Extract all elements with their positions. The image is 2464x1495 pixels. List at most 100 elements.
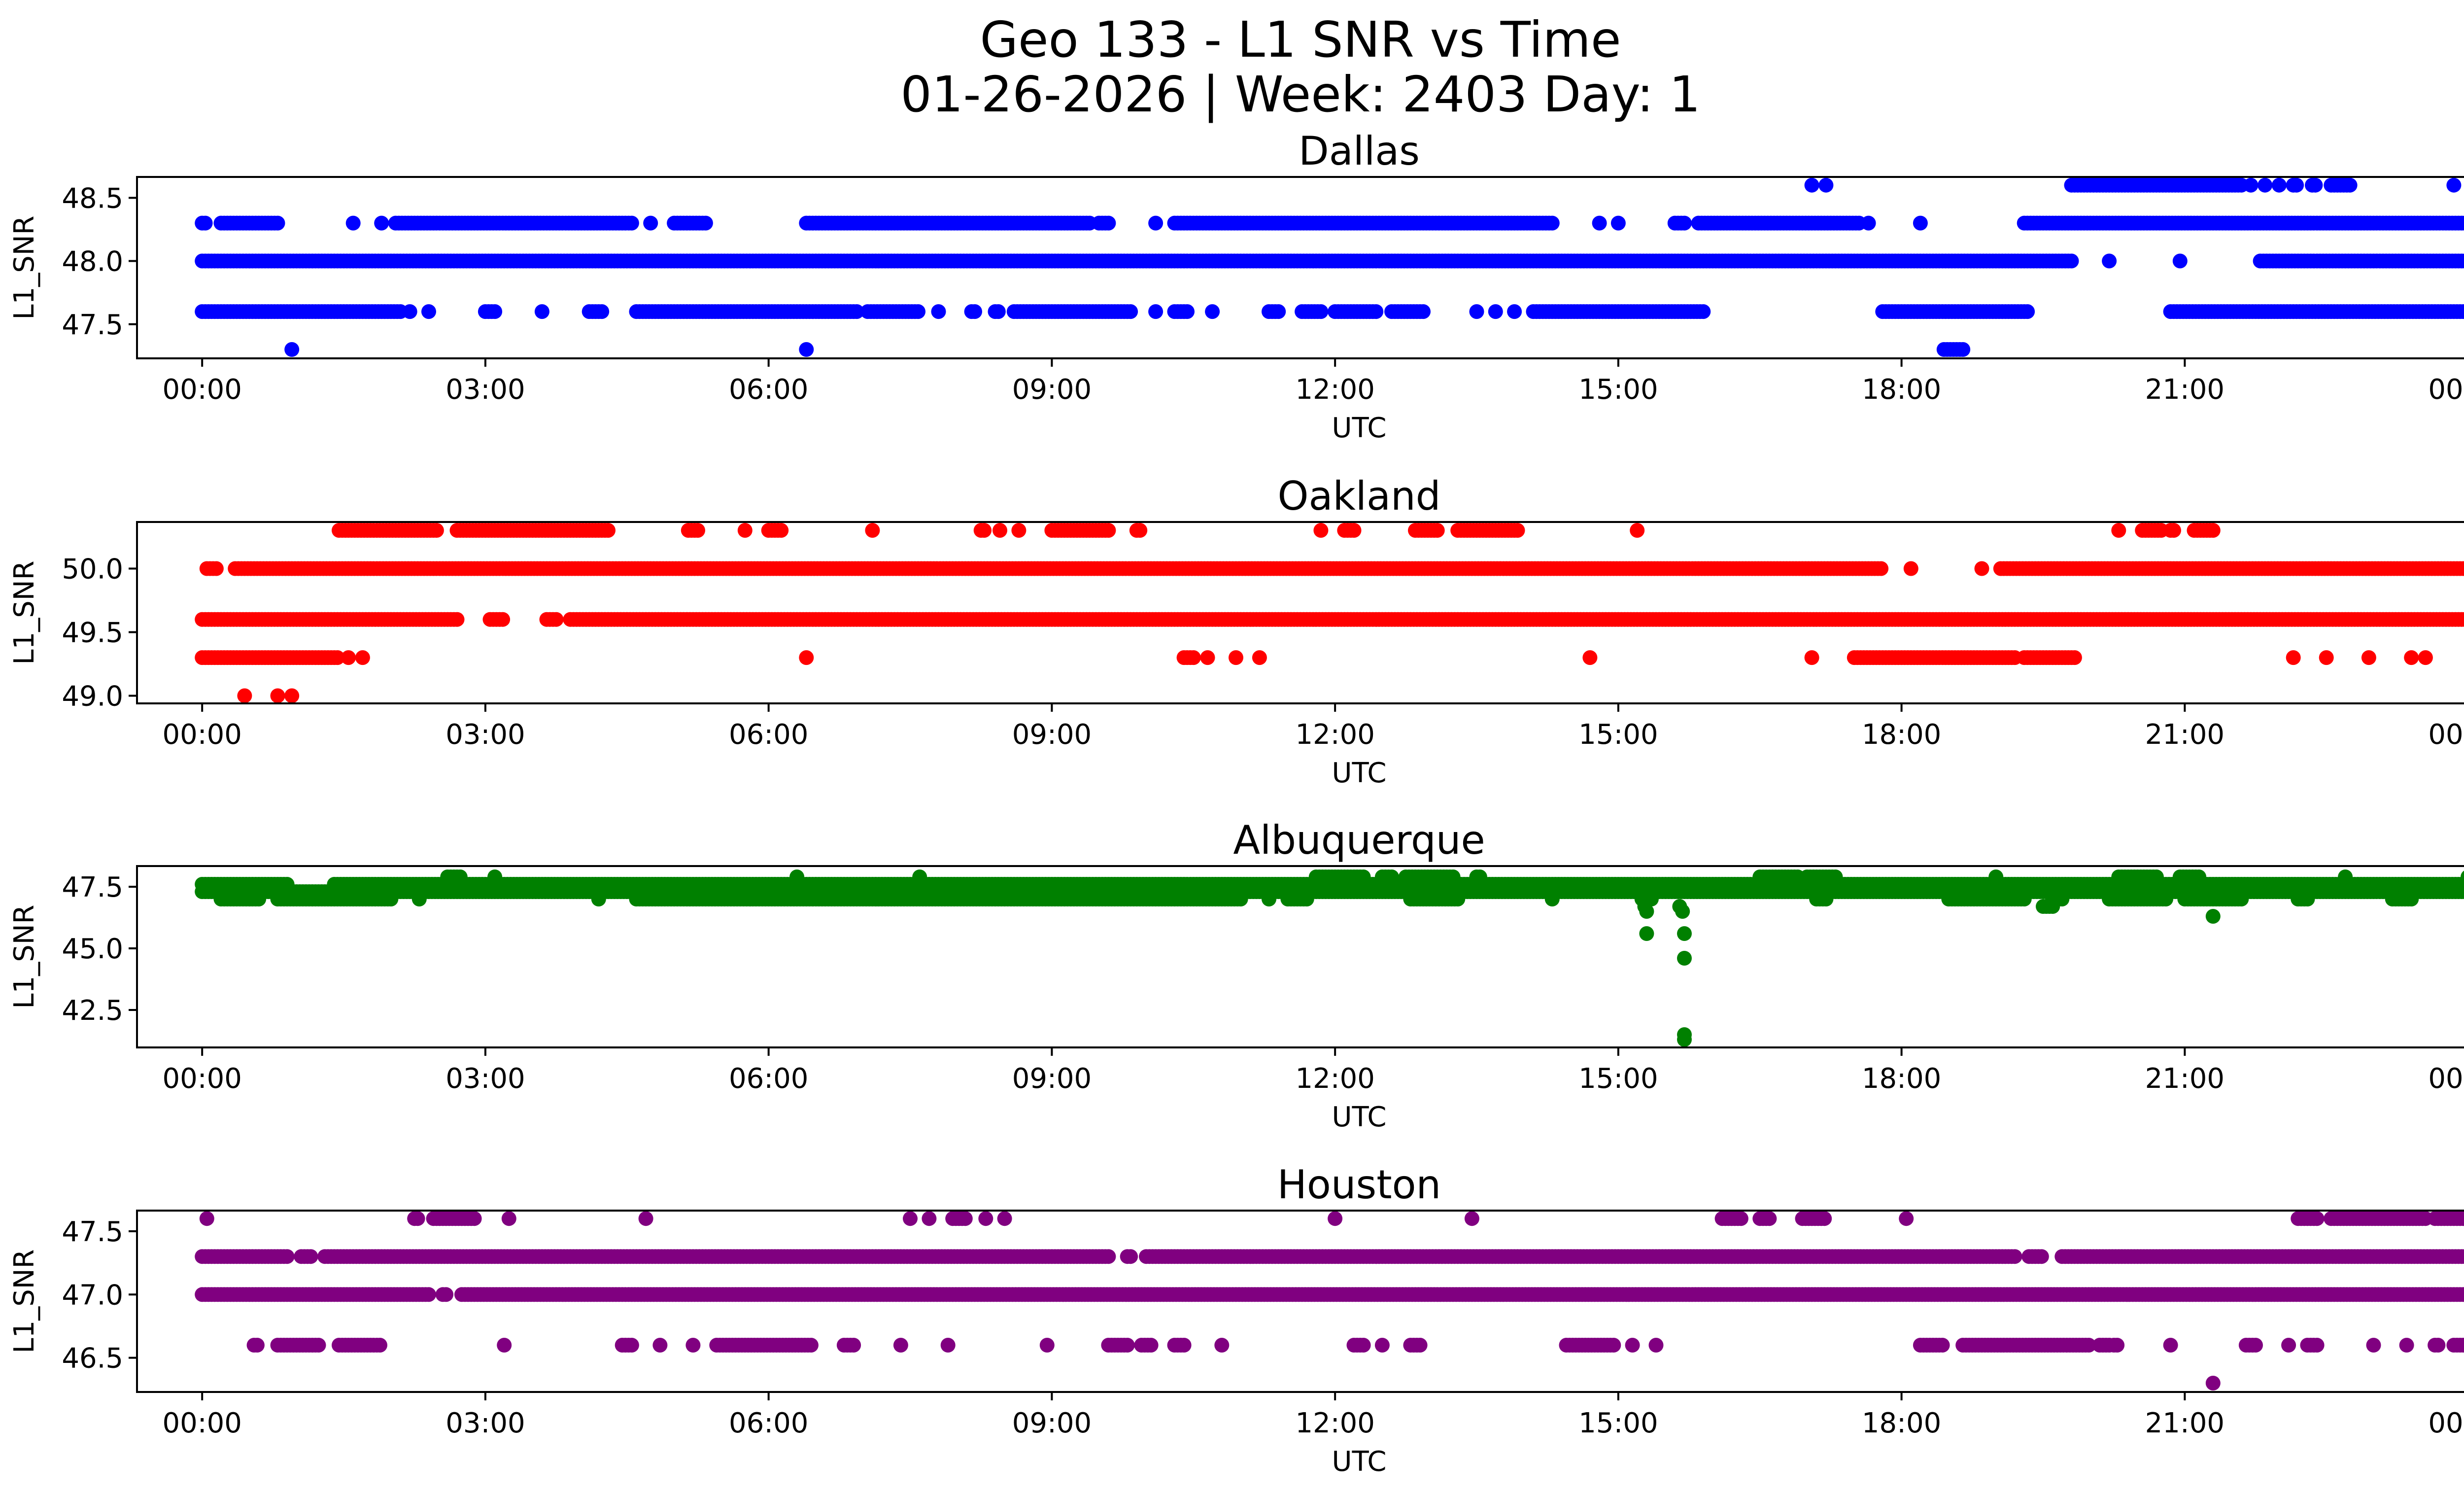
data-point: [1974, 561, 1989, 576]
data-point: [1148, 215, 1164, 231]
axes-frame: [136, 521, 2464, 704]
data-point: [1180, 304, 1195, 319]
data-point: [1818, 177, 1834, 193]
data-point: [1271, 304, 1286, 319]
y-axis-label: L1_SNR: [8, 560, 40, 664]
data-point: [2166, 523, 2181, 538]
data-point: [967, 304, 982, 319]
x-tick-label: 15:00: [1578, 374, 1658, 406]
data-point: [991, 304, 1006, 319]
data-point: [2461, 613, 2464, 626]
data-point: [1544, 215, 1560, 231]
data-point: [1200, 650, 1215, 665]
x-tick-label: 12:00: [1295, 719, 1374, 751]
chart-subtitle: 01-26-2026 | Week: 2403 Day: 1: [900, 66, 1700, 123]
data-point: [2459, 561, 2464, 576]
data-point: [1229, 650, 1243, 665]
data-point: [2342, 177, 2358, 193]
data-point: [799, 342, 814, 357]
data-point: [2271, 177, 2287, 193]
y-tick-label: 49.0: [62, 681, 123, 713]
data-point: [2111, 523, 2126, 538]
x-axis-label: UTC: [1332, 412, 1386, 444]
y-tick-label: 49.5: [62, 617, 123, 649]
x-tick-label: 03:00: [445, 374, 525, 406]
y-tick-label: 47.5: [62, 309, 123, 341]
data-point: [2404, 650, 2419, 665]
data-point: [345, 215, 361, 231]
data-point: [1913, 215, 1928, 231]
data-point: [2461, 885, 2464, 898]
data-point: [1861, 215, 1876, 231]
data-point: [2102, 253, 2117, 269]
data-point: [1252, 650, 1267, 665]
data-point: [1903, 561, 1918, 576]
data-point: [643, 215, 658, 231]
data-point: [2459, 304, 2464, 319]
data-point: [237, 688, 252, 703]
data-point: [2286, 650, 2301, 665]
x-tick-label: 03:00: [445, 719, 525, 751]
data-point: [2064, 253, 2079, 269]
data-point: [2020, 304, 2035, 319]
subplot-title: Oakland: [1277, 473, 1440, 519]
data-point: [330, 650, 345, 665]
data-point: [1148, 304, 1164, 319]
data-point: [624, 215, 639, 231]
data-point: [1123, 304, 1138, 319]
data-point: [1186, 650, 1201, 665]
data-point: [2319, 650, 2334, 665]
data-point: [1101, 215, 1116, 231]
x-tick-label: 21:00: [2145, 374, 2224, 406]
data-point: [774, 523, 789, 538]
data-point: [1132, 523, 1148, 538]
data-point: [487, 304, 503, 319]
data-point: [2258, 177, 2273, 193]
data-point: [374, 215, 389, 231]
x-axis-label: UTC: [1332, 757, 1386, 789]
data-point: [429, 523, 444, 538]
data-point: [2308, 177, 2323, 193]
y-tick-label: 48.0: [62, 246, 123, 278]
data-point: [1804, 177, 1819, 193]
data-point: [421, 304, 436, 319]
subplot-title: Dallas: [1299, 128, 1420, 174]
data-point: [1011, 523, 1027, 538]
data-point: [799, 650, 814, 665]
data-point: [690, 523, 705, 538]
data-point: [284, 688, 300, 703]
data-points: [195, 523, 2464, 703]
data-point: [601, 523, 616, 538]
data-point: [2361, 650, 2376, 665]
data-point: [1507, 304, 1522, 319]
x-tick-label: 00:00: [2428, 374, 2464, 406]
data-point: [548, 612, 564, 627]
data-point: [1510, 523, 1525, 538]
data-point: [208, 561, 224, 576]
data-point: [1630, 523, 1645, 538]
x-tick-label: 18:00: [1862, 719, 1941, 751]
data-point: [2461, 216, 2464, 230]
data-point: [2067, 650, 2082, 665]
axes-frame: [136, 176, 2464, 359]
data-point: [2446, 177, 2462, 193]
x-tick-label: 12:00: [1295, 374, 1374, 406]
data-point: [1804, 650, 1819, 665]
chart-title: Geo 133 - L1 SNR vs Time: [980, 11, 1621, 69]
data-point: [1592, 215, 1607, 231]
data-point: [1696, 304, 1711, 319]
data-points: [195, 869, 2464, 1047]
data-point: [198, 215, 213, 231]
data-points: [195, 177, 2464, 357]
data-point: [1205, 304, 1220, 319]
data-point: [534, 304, 549, 319]
data-point: [1313, 304, 1329, 319]
data-point: [698, 215, 713, 231]
y-tick-label: 50.0: [62, 553, 123, 585]
data-point: [1488, 304, 1503, 319]
